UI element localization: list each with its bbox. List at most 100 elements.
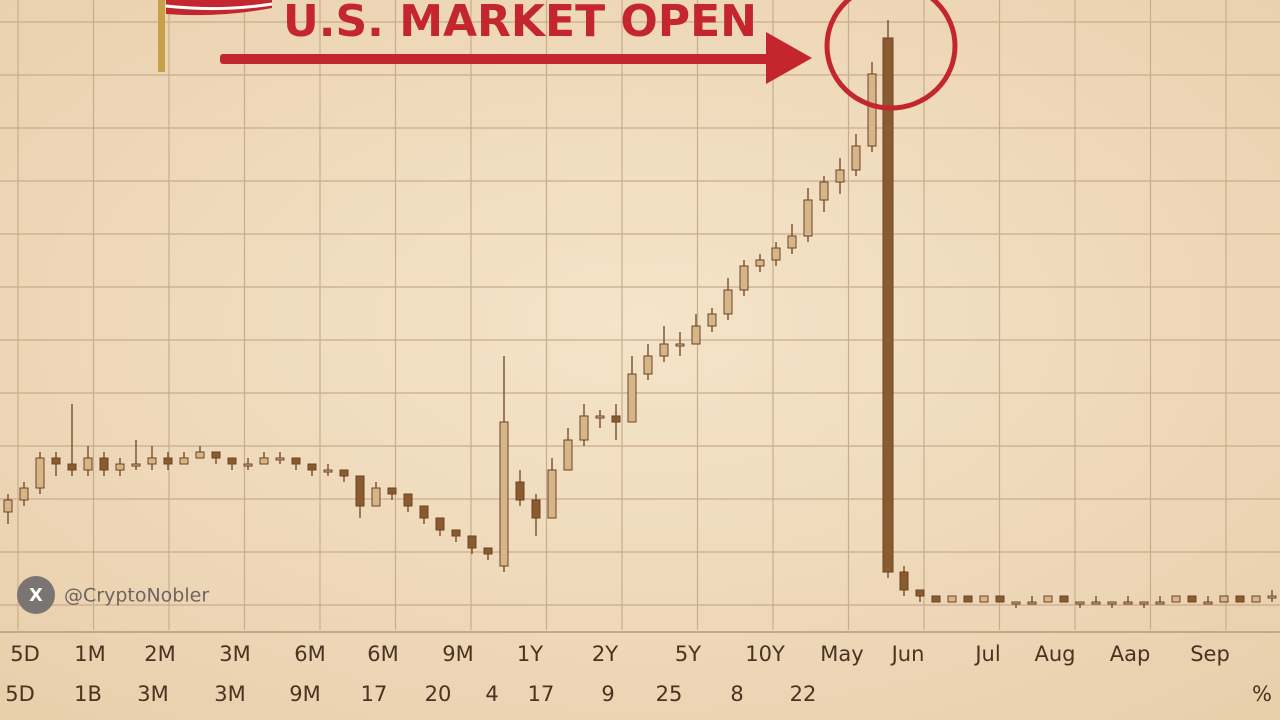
candle-body	[723, 289, 733, 315]
candle-body	[499, 421, 509, 567]
grid	[0, 0, 1280, 633]
candle-body	[1235, 595, 1245, 603]
x-tick-label: 17	[528, 682, 555, 706]
x-tick-label: 6M	[294, 642, 325, 666]
x-tick-label: 5D	[5, 682, 35, 706]
candle-body	[147, 457, 157, 465]
candle-body	[627, 373, 637, 423]
candle-body	[483, 547, 493, 555]
candle-body	[643, 355, 653, 375]
watermark-handle: @CryptoNobler	[64, 585, 209, 607]
candle-body	[307, 463, 317, 471]
candle-body	[1123, 601, 1133, 605]
candle-body	[83, 457, 93, 471]
candle-body	[882, 37, 894, 573]
candle-body	[1043, 595, 1053, 603]
x-tick-label: 9M	[442, 642, 473, 666]
chart-title: U.S. MARKET OPEN	[283, 0, 757, 47]
candle-body	[899, 571, 909, 591]
candle-body	[371, 487, 381, 507]
candle-body	[1251, 595, 1261, 603]
x-tick-label: Sep	[1190, 642, 1230, 666]
x-tick-label: May	[820, 642, 863, 666]
candle-body	[867, 73, 877, 147]
candle-body	[115, 463, 125, 471]
candle-body	[947, 595, 957, 603]
x-tick-label: Jun	[890, 642, 925, 666]
candle-body	[131, 463, 141, 467]
x-tick-label: 9M	[289, 682, 320, 706]
x-tick-label: 2M	[144, 642, 175, 666]
candle-body	[739, 265, 749, 291]
watermark-icon: X	[29, 585, 43, 606]
candle-body	[195, 451, 205, 459]
candle-body	[1219, 595, 1229, 603]
candle-body	[275, 457, 285, 461]
x-tick-label: 3M	[219, 642, 250, 666]
candle-body	[963, 595, 973, 603]
watermark: X @CryptoNobler	[17, 576, 209, 614]
candle-body	[611, 415, 621, 423]
candle-body	[851, 145, 861, 171]
candle-body	[691, 325, 701, 345]
candle-body	[291, 457, 301, 465]
candle-body	[675, 343, 685, 347]
candle-body	[1171, 595, 1181, 603]
highlight-circle	[824, 0, 958, 111]
candle-body	[355, 475, 365, 507]
x-tick-label: 25	[656, 682, 683, 706]
candle-body	[1075, 601, 1085, 605]
x-tick-label: %	[1252, 682, 1272, 706]
candle-body	[163, 457, 173, 465]
candle-body	[1267, 595, 1277, 599]
candle-body	[3, 499, 13, 513]
candle-body	[35, 457, 45, 489]
x-tick-label: 5D	[10, 642, 40, 666]
x-tick-label: 5Y	[675, 642, 701, 666]
x-tick-label: 3M	[137, 682, 168, 706]
x-tick-label: 2Y	[592, 642, 618, 666]
candle-body	[979, 595, 989, 603]
x-tick-label: 1M	[74, 642, 105, 666]
candle-body	[931, 595, 941, 603]
x-tick-label: 9	[601, 682, 614, 706]
candle-body	[595, 415, 605, 419]
x-tick-label: 8	[730, 682, 743, 706]
candle-body	[563, 439, 573, 471]
candle-body	[227, 457, 237, 465]
candle-body	[803, 199, 813, 237]
candle-body	[547, 469, 557, 519]
arrow	[220, 32, 812, 84]
candle-body	[211, 451, 221, 459]
candle-body	[915, 589, 925, 597]
candle-body	[99, 457, 109, 471]
candle-body	[1203, 601, 1213, 605]
x-tick-label: 10Y	[745, 642, 785, 666]
candle-body	[419, 505, 429, 519]
candle-body	[579, 415, 589, 441]
candle-body	[707, 313, 717, 327]
candle-body	[1011, 601, 1021, 605]
x-tick-label: 17	[361, 682, 388, 706]
candle-body	[771, 247, 781, 261]
candle-body	[1139, 601, 1149, 605]
candle-body	[755, 259, 765, 267]
candle-body	[995, 595, 1005, 603]
x-tick-label: 1Y	[517, 642, 543, 666]
x-tick-label: 6M	[367, 642, 398, 666]
x-tick-label: 22	[790, 682, 817, 706]
x-tick-label: Aug	[1034, 642, 1075, 666]
candle-body	[259, 457, 269, 465]
candle-body	[323, 469, 333, 473]
x-tick-label: 1B	[74, 682, 102, 706]
candle-body	[67, 463, 77, 471]
x-tick-label: Jul	[973, 642, 1000, 666]
watermark-icon-bg	[17, 576, 55, 614]
candles	[3, 20, 1277, 608]
candle-body	[467, 535, 477, 549]
candle-body	[1091, 601, 1101, 605]
candle-body	[1187, 595, 1197, 603]
candle-body	[339, 469, 349, 477]
candle-body	[387, 487, 397, 495]
